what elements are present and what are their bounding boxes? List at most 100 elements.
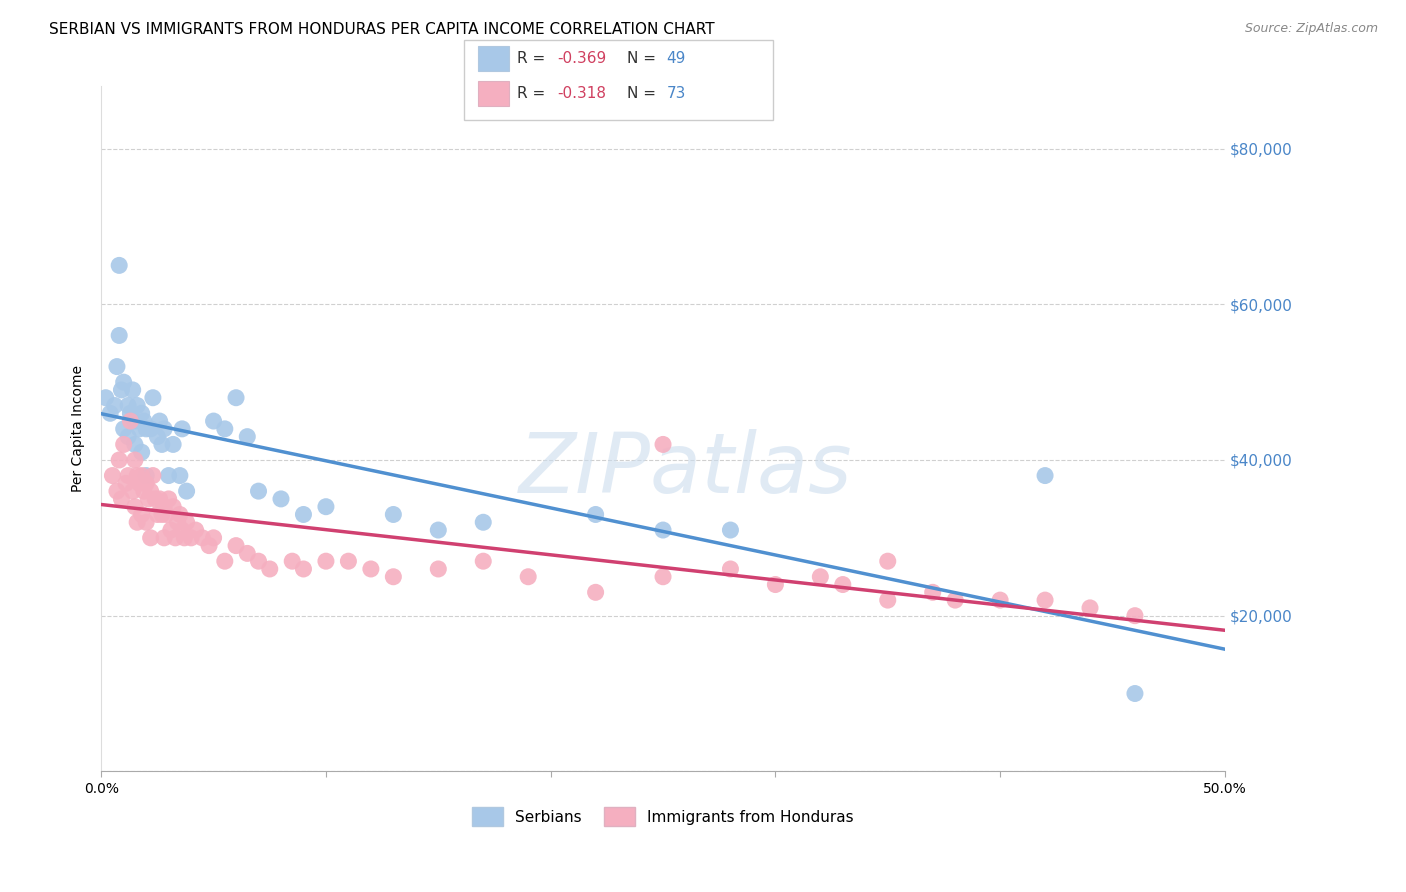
Point <box>135 476 157 491</box>
Point <box>808 570 831 584</box>
Point <box>117 468 139 483</box>
Point <box>115 476 138 491</box>
Point <box>202 414 225 428</box>
Point <box>1033 468 1056 483</box>
Text: N =: N = <box>627 86 661 101</box>
Point <box>124 500 146 514</box>
Text: Source: ZipAtlas.com: Source: ZipAtlas.com <box>1244 22 1378 36</box>
Point <box>153 531 176 545</box>
Point <box>105 484 128 499</box>
Point <box>281 554 304 568</box>
Point <box>652 437 675 451</box>
Point <box>1078 600 1101 615</box>
Point <box>427 562 450 576</box>
Point <box>139 531 162 545</box>
Point <box>202 531 225 545</box>
Point <box>169 468 191 483</box>
Point <box>124 453 146 467</box>
Point <box>117 430 139 444</box>
Point <box>169 508 191 522</box>
Point <box>117 399 139 413</box>
Point <box>382 570 405 584</box>
Point <box>112 422 135 436</box>
Point <box>943 593 966 607</box>
Text: R =: R = <box>517 86 551 101</box>
Point <box>146 430 169 444</box>
Point <box>180 531 202 545</box>
Point <box>143 491 166 506</box>
Point <box>172 422 194 436</box>
Point <box>921 585 943 599</box>
Point <box>105 359 128 374</box>
Point <box>132 414 155 428</box>
Point <box>472 515 495 529</box>
Text: N =: N = <box>627 51 661 66</box>
Point <box>162 500 184 514</box>
Point <box>153 422 176 436</box>
Point <box>110 383 132 397</box>
Point <box>876 593 898 607</box>
Point <box>270 491 292 506</box>
Point <box>124 437 146 451</box>
Point <box>127 399 149 413</box>
Point <box>112 375 135 389</box>
Text: -0.369: -0.369 <box>557 51 606 66</box>
Point <box>149 414 172 428</box>
Point <box>720 523 742 537</box>
Point <box>173 531 195 545</box>
Point <box>427 523 450 537</box>
Point <box>236 546 259 560</box>
Point <box>1123 686 1146 700</box>
Point <box>108 259 131 273</box>
Point <box>108 328 131 343</box>
Point <box>149 491 172 506</box>
Point <box>108 453 131 467</box>
Point <box>135 468 157 483</box>
Point <box>247 484 270 499</box>
Point <box>360 562 382 576</box>
Point <box>585 508 607 522</box>
Point <box>236 430 259 444</box>
Point <box>259 562 281 576</box>
Point <box>162 437 184 451</box>
Point <box>98 406 121 420</box>
Text: 73: 73 <box>666 86 686 101</box>
Point <box>337 554 360 568</box>
Point <box>472 554 495 568</box>
Point <box>110 491 132 506</box>
Point <box>138 491 160 506</box>
Point <box>315 554 337 568</box>
Point <box>585 585 607 599</box>
Point <box>155 508 177 522</box>
Point <box>131 508 153 522</box>
Point <box>225 539 247 553</box>
Point <box>157 468 180 483</box>
Point <box>104 399 127 413</box>
Point <box>831 577 853 591</box>
Point <box>131 468 153 483</box>
Point <box>176 515 198 529</box>
Point <box>128 422 150 436</box>
Point <box>876 554 898 568</box>
Point <box>131 445 153 459</box>
Point <box>150 437 173 451</box>
Point <box>135 515 157 529</box>
Point <box>153 500 176 514</box>
Point <box>184 523 207 537</box>
Point <box>146 508 169 522</box>
Point <box>382 508 405 522</box>
Text: ZIPatlas: ZIPatlas <box>519 429 852 510</box>
Point <box>127 515 149 529</box>
Point <box>763 577 786 591</box>
Text: R =: R = <box>517 51 551 66</box>
Point <box>160 523 183 537</box>
Point <box>165 531 187 545</box>
Point <box>150 508 173 522</box>
Point <box>1033 593 1056 607</box>
Text: -0.318: -0.318 <box>557 86 606 101</box>
Point <box>101 468 124 483</box>
Point <box>139 422 162 436</box>
Point <box>124 414 146 428</box>
Point <box>120 414 142 428</box>
Point <box>157 491 180 506</box>
